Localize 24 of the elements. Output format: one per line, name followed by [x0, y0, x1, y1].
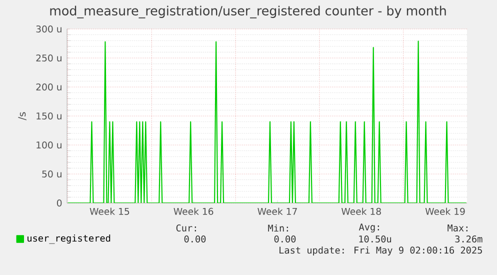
legend-label: user_registered — [28, 234, 110, 244]
x-tick-label: Week 18 — [341, 208, 381, 215]
y-tick-label: 200 u — [36, 83, 62, 91]
y-axis-title: /s — [18, 112, 26, 120]
text: 10.50u — [359, 235, 392, 243]
text: 3.26m — [455, 235, 482, 243]
text: Last update: Fri May 9 02:00:16 2025 — [280, 246, 482, 256]
text: 0.00 — [184, 235, 206, 243]
x-tick-label: Week 17 — [258, 208, 297, 215]
y-tick-label: 100 u — [36, 141, 62, 149]
y-tick-label: 0 — [56, 199, 62, 207]
x-tick-label: Week 16 — [174, 208, 214, 215]
text: Cur: — [176, 224, 196, 232]
text: Min: — [268, 224, 288, 232]
x-tick-label: Week 19 — [425, 208, 465, 215]
y-tick-label: 300 u — [36, 25, 62, 33]
chart-title: mod_measure_registration/user_registered counter - by month — [50, 6, 446, 18]
text: Avg: — [358, 224, 379, 232]
x-tick-label: Week 15 — [90, 208, 130, 215]
text: Max: — [448, 224, 468, 232]
text: 0.00 — [274, 235, 296, 243]
y-tick-label: 150 u — [36, 112, 62, 120]
y-tick-label: 50 u — [42, 170, 62, 178]
y-tick-label: 250 u — [36, 54, 62, 62]
